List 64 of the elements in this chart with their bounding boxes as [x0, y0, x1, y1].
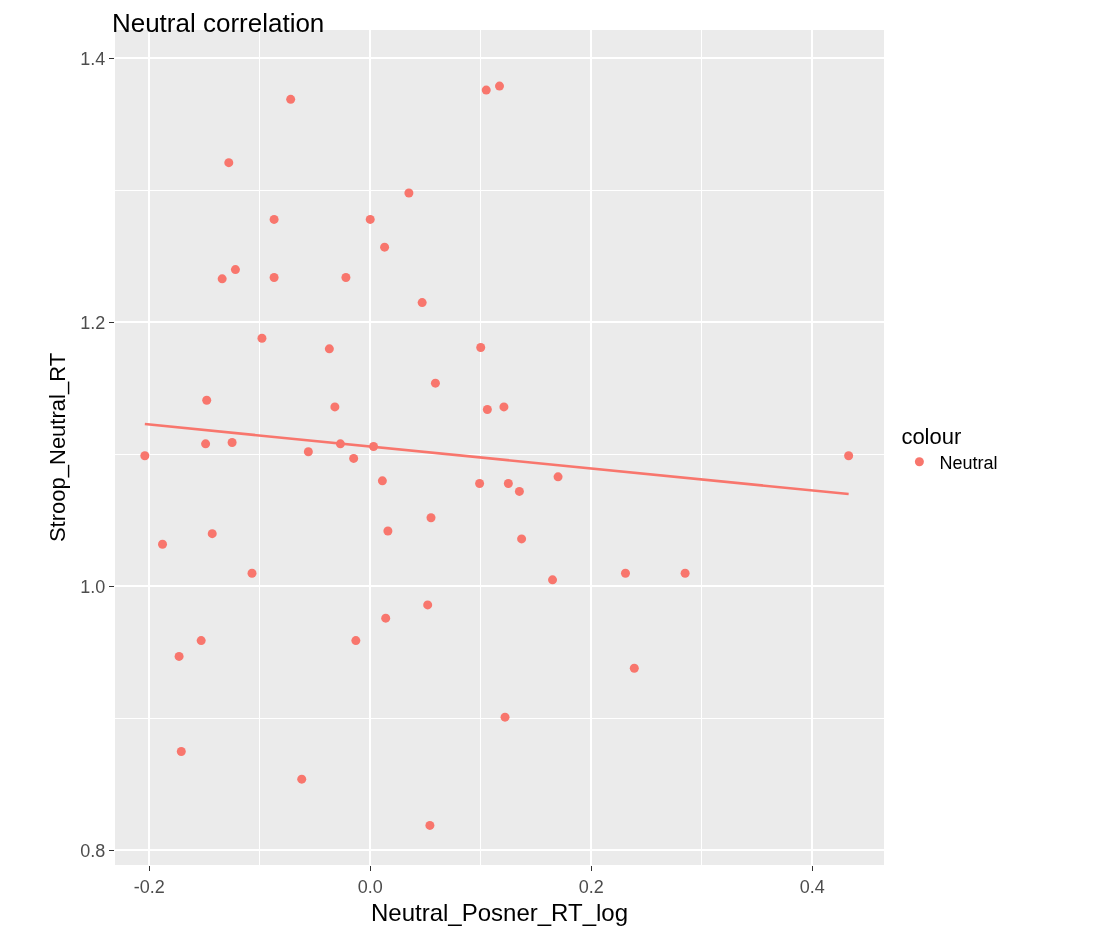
legend-title: colour — [901, 423, 962, 449]
point — [404, 188, 414, 198]
point — [548, 575, 558, 585]
point — [227, 438, 237, 448]
y-tick-label: 0.8 — [80, 840, 106, 861]
point — [158, 539, 168, 549]
point — [514, 486, 524, 496]
point — [844, 451, 854, 461]
point — [476, 343, 486, 352]
point — [495, 81, 504, 91]
point — [202, 395, 212, 405]
point — [425, 820, 435, 830]
point — [365, 214, 375, 224]
point — [324, 344, 334, 354]
point — [196, 636, 206, 646]
point — [380, 242, 390, 252]
point — [417, 298, 427, 308]
point — [481, 85, 491, 95]
y-tick-label: 1.2 — [80, 312, 106, 333]
point — [217, 274, 227, 284]
point — [517, 534, 527, 544]
point — [174, 651, 184, 661]
point — [500, 712, 510, 722]
point — [269, 273, 279, 283]
point — [140, 451, 150, 461]
point — [351, 636, 361, 646]
point — [247, 568, 257, 578]
point — [383, 526, 393, 536]
point — [349, 453, 359, 463]
point — [330, 402, 340, 412]
y-tick-label: 1.4 — [80, 48, 106, 69]
point — [430, 378, 440, 388]
point — [286, 94, 296, 104]
point — [224, 158, 234, 168]
x-tick-label: 0.4 — [799, 876, 825, 897]
chart-title: Neutral correlation — [111, 8, 325, 39]
point — [629, 663, 639, 673]
x-tick-label: 0.2 — [578, 876, 604, 897]
point — [207, 529, 217, 539]
y-axis-title: Stroop_Neutral_RT — [45, 352, 71, 543]
point — [230, 265, 240, 275]
point — [257, 333, 267, 343]
point — [269, 214, 279, 224]
point — [176, 746, 186, 756]
point — [297, 774, 307, 784]
point — [553, 472, 563, 482]
point — [201, 439, 211, 449]
x-axis-title: Neutral_Posner_RT_log — [370, 898, 629, 926]
point — [377, 476, 387, 486]
point — [423, 600, 433, 610]
point — [381, 613, 391, 623]
point — [620, 568, 630, 578]
point — [426, 513, 436, 523]
legend-label: Neutral — [939, 452, 998, 473]
point — [341, 273, 351, 283]
point — [499, 402, 509, 412]
point — [303, 447, 313, 457]
point — [503, 478, 513, 488]
point — [475, 478, 485, 488]
point — [680, 568, 690, 578]
y-tick-label: 1.0 — [80, 576, 106, 597]
point — [482, 405, 492, 415]
x-tick-label: 0.0 — [357, 876, 383, 897]
x-tick-label: -0.2 — [133, 876, 165, 897]
